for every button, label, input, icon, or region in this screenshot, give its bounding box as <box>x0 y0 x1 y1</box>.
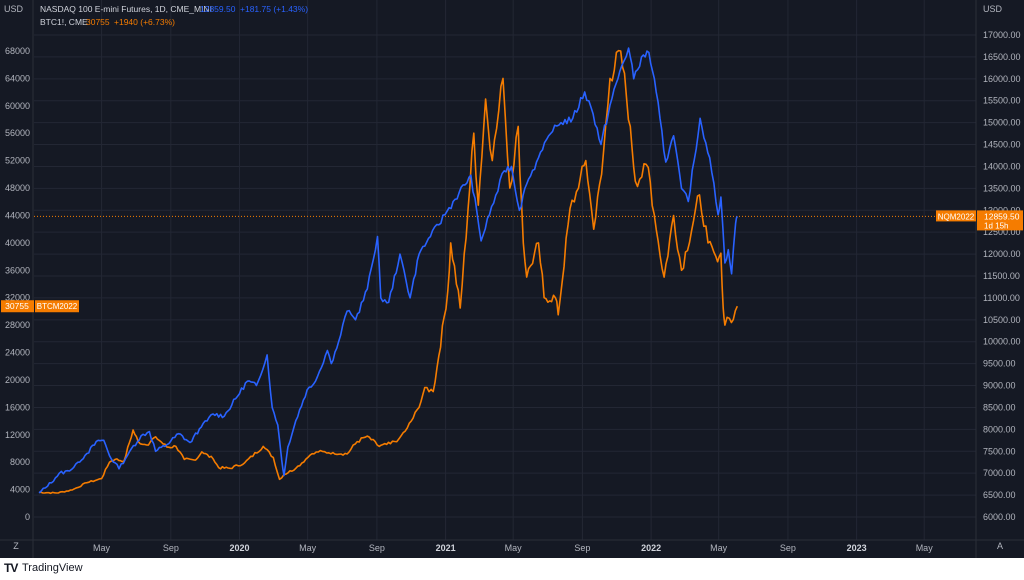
auto-scale-corner-label: A <box>997 541 1003 551</box>
legend-btc-change: +1940 (+6.73%) <box>114 17 175 27</box>
left-axis-tick-label: 20000 <box>5 375 30 385</box>
time-axis-tick-label: Sep <box>369 543 385 553</box>
left-axis-tick-label: 28000 <box>5 320 30 330</box>
series-line-ndx <box>38 47 739 494</box>
price-tag-ndx-countdown: 1d 15h <box>984 221 1008 230</box>
symbol-tag-ndx <box>936 210 976 222</box>
right-axis-tick-label: 11500.00 <box>983 271 1020 281</box>
series-line-btc <box>39 49 739 495</box>
legend-btc-label: BTC1!, CME <box>40 17 88 27</box>
right-axis-tick-label: 8500.00 <box>983 402 1016 412</box>
left-axis-tick-label: 0 <box>25 512 30 522</box>
time-axis-tick-label: May <box>299 543 317 553</box>
price-tag-btc <box>1 300 34 313</box>
right-axis-tick-label: 13500.00 <box>983 183 1021 193</box>
right-axis-tick-label: 9000.00 <box>983 381 1016 391</box>
right-axis-tick-label: 11000.00 <box>983 293 1020 303</box>
left-axis-tick-label: 16000 <box>5 402 30 412</box>
right-axis-tick-label: 7000.00 <box>983 468 1016 478</box>
left-axis-tick-label: 48000 <box>5 183 30 193</box>
price-tag-ndx-value: 12859.50 <box>984 211 1020 221</box>
time-axis-tick-label: 2021 <box>436 543 456 553</box>
right-axis-tick-label: 8000.00 <box>983 424 1016 434</box>
right-axis-tick-label: 10000.00 <box>983 337 1021 347</box>
right-axis-tick-label: 7500.00 <box>983 446 1016 456</box>
right-axis-tick-label: 15500.00 <box>983 96 1021 106</box>
right-axis-tick-label: 17000.00 <box>983 30 1021 40</box>
symbol-tag-btc <box>35 300 79 313</box>
right-axis-tick-label: 10500.00 <box>983 315 1021 325</box>
time-axis-tick-label: Sep <box>574 543 590 553</box>
symbol-tag-btc-text: BTCM2022 <box>37 302 78 311</box>
left-axis-tick-label: 4000 <box>10 485 30 495</box>
legend-btc-value: 30755 <box>86 17 110 27</box>
time-axis-tick-label: May <box>710 543 728 553</box>
left-axis-tick-label: 32000 <box>5 293 30 303</box>
left-axis-tick-label: 40000 <box>5 238 30 248</box>
left-axis-unit: USD <box>4 4 24 14</box>
time-axis-tick-label: Sep <box>163 543 179 553</box>
chart-background <box>0 0 1024 558</box>
chart-canvas[interactable]: USD 68000 64000 60000 56000 52000 48000 44000 40… <box>0 0 1024 558</box>
right-axis-tick-label: 14000.00 <box>983 161 1021 171</box>
right-axis-tick-label: 12500.00 <box>983 227 1021 237</box>
left-axis-tick-label: 64000 <box>5 73 30 83</box>
legend-ndx-value: 12859.50 <box>200 4 236 14</box>
right-axis-tick-label: 14500.00 <box>983 140 1021 150</box>
right-axis-tick-label: 13000.00 <box>983 205 1021 215</box>
time-axis-tick-label: May <box>93 543 111 553</box>
right-axis-unit: USD <box>983 4 1003 14</box>
timezone-corner-label: Z <box>13 541 19 551</box>
left-axis-tick-label: 12000 <box>5 430 30 440</box>
brand-label[interactable]: TradingView <box>22 562 83 574</box>
right-axis-tick-label: 16000.00 <box>983 74 1021 84</box>
footer-bar: TV TradingView <box>0 558 1024 580</box>
right-axis-tick-label: 16500.00 <box>983 52 1021 62</box>
tradingview-logo-icon[interactable]: TV <box>4 561 18 575</box>
left-axis-tick-label: 24000 <box>5 348 30 358</box>
time-axis-tick-label: May <box>916 543 934 553</box>
right-axis-tick-label: 6000.00 <box>983 512 1016 522</box>
legend-ndx-change: +181.75 (+1.43%) <box>240 4 308 14</box>
time-axis-tick-label: Sep <box>780 543 796 553</box>
left-axis-tick-label: 68000 <box>5 46 30 56</box>
right-axis-tick-label: 12000.00 <box>983 249 1021 259</box>
time-axis-tick-label: 2023 <box>847 543 867 553</box>
right-axis-tick-label: 15000.00 <box>983 118 1021 128</box>
left-axis-tick-label: 60000 <box>5 101 30 111</box>
left-axis-tick-label: 52000 <box>5 156 30 166</box>
left-axis-tick-label: 36000 <box>5 265 30 275</box>
right-axis-tick-label: 6500.00 <box>983 490 1016 500</box>
time-axis-tick-label: 2020 <box>230 543 250 553</box>
symbol-tag-ndx-text: NQM2022 <box>938 212 975 221</box>
left-axis-tick-label: 56000 <box>5 128 30 138</box>
price-tag-btc-value: 30755 <box>5 301 29 311</box>
left-axis-tick-label: 8000 <box>10 457 30 467</box>
right-axis-tick-label: 9500.00 <box>983 359 1016 369</box>
time-axis-tick-label: 2022 <box>641 543 661 553</box>
time-axis-tick-label: May <box>505 543 523 553</box>
left-axis-tick-label: 44000 <box>5 210 30 220</box>
legend-ndx-label: NASDAQ 100 E-mini Futures, 1D, CME_MINI <box>40 4 212 14</box>
price-tag-ndx <box>977 210 1023 231</box>
